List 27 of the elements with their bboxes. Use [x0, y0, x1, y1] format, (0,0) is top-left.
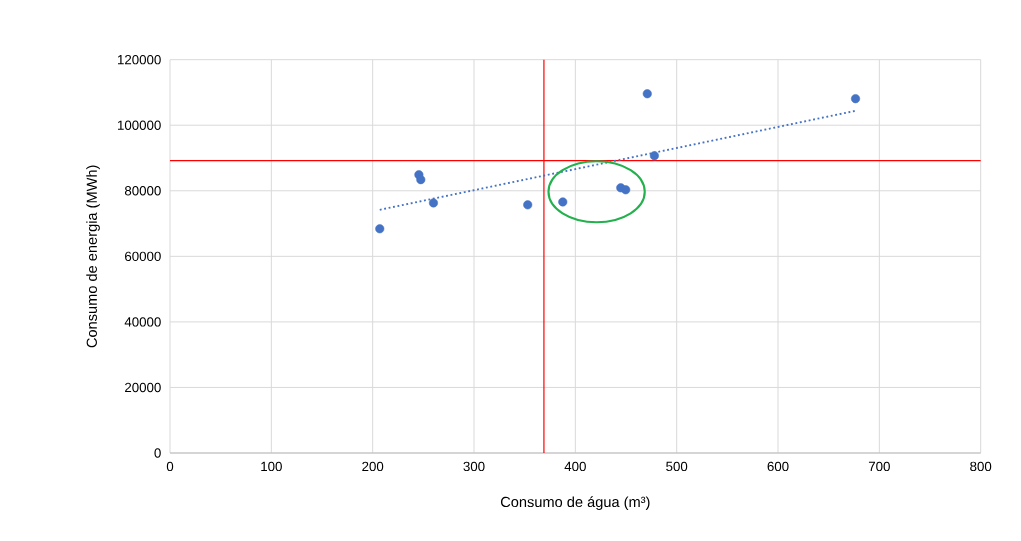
x-tick-label: 100: [261, 461, 282, 472]
point: [558, 197, 568, 207]
x-tick-label: 300: [463, 461, 485, 472]
y-tick-label: 20000: [125, 382, 161, 393]
y-tick-label: 120000: [118, 54, 161, 65]
x-tick-label: 800: [970, 461, 992, 472]
point: [416, 175, 426, 185]
y-tick-label: 60000: [125, 251, 161, 262]
point: [649, 151, 659, 161]
x-tick-label: 200: [362, 461, 384, 472]
x-tick-label: 0: [166, 461, 174, 472]
x-tick-label: 700: [868, 461, 890, 472]
point: [621, 185, 631, 195]
point: [428, 198, 438, 208]
x-axis-title: Consumo de água (m³): [500, 496, 650, 510]
point: [375, 224, 385, 234]
y-tick-label: 80000: [124, 186, 161, 196]
y-tick-label: 0: [154, 448, 161, 458]
y-axis-title: Consumo de energia (MWh): [86, 165, 100, 348]
y-tick-label: 100000: [118, 120, 161, 130]
x-tick-label: 400: [564, 461, 586, 472]
x-tick-label: 500: [666, 461, 688, 472]
x-tick-label: 600: [767, 461, 789, 472]
y-tick-label: 40000: [124, 317, 161, 327]
point: [642, 89, 652, 99]
point: [851, 94, 861, 104]
point: [523, 200, 533, 210]
